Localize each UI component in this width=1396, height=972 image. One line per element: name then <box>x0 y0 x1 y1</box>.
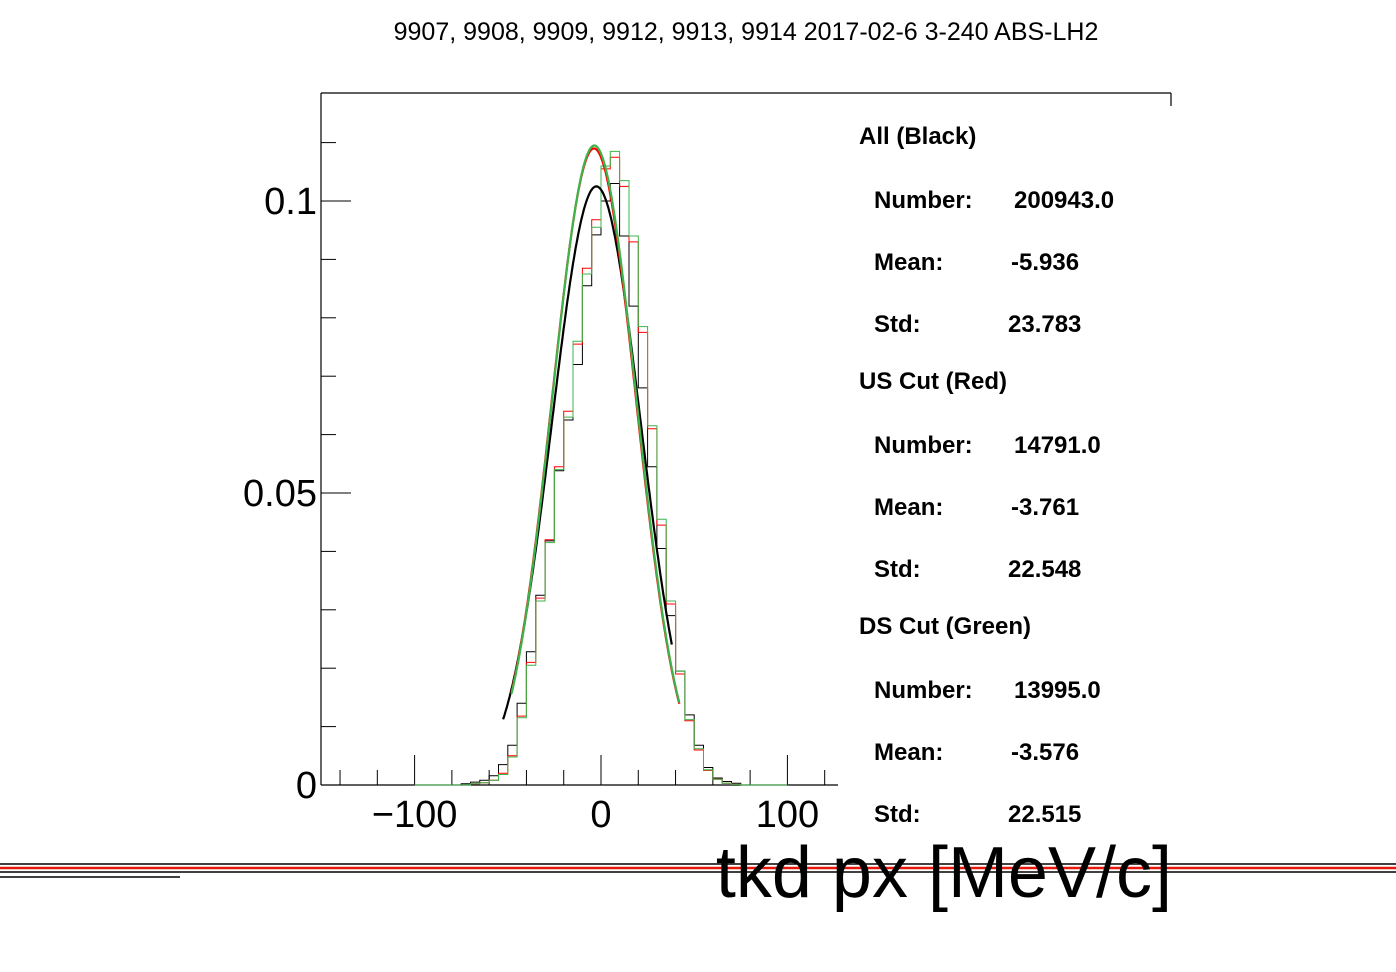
x-tick-label: −100 <box>372 794 458 836</box>
histograms <box>414 150 788 786</box>
decorative-baseline-lines <box>0 863 1396 878</box>
chart-title: 9907, 9908, 9909, 9912, 9913, 9914 2017-… <box>394 18 1099 46</box>
stats-key: Std: <box>874 556 921 583</box>
x-tick-label: 100 <box>756 794 819 836</box>
stats-key: Mean: <box>874 739 943 766</box>
stats-key: Mean: <box>874 494 943 521</box>
stats-key: Mean: <box>874 249 943 276</box>
stats-value: 200943.0 <box>1014 187 1114 214</box>
stats-box-background <box>838 110 1171 835</box>
stats-value: 14791.0 <box>1014 432 1101 459</box>
y-tick-label: 0 <box>296 765 317 807</box>
x-axis-label: tkd px [MeV/c] <box>716 833 1172 913</box>
stats-group-header: DS Cut (Green) <box>859 613 1031 640</box>
histogram-all-black <box>414 183 788 786</box>
y-tick-label: 0.1 <box>264 181 317 223</box>
stats-key: Std: <box>874 801 921 828</box>
stats-value: 22.548 <box>1008 556 1081 583</box>
stats-value: 22.515 <box>1008 801 1081 828</box>
stats-key: Number: <box>874 432 973 459</box>
histogram-us-cut-red <box>414 156 788 786</box>
stats-value: -5.936 <box>1011 249 1079 276</box>
gaussian-fits <box>502 144 681 720</box>
stats-group-header: US Cut (Red) <box>859 368 1007 395</box>
stats-key: Std: <box>874 311 921 338</box>
stats-group-header: All (Black) <box>859 123 976 150</box>
stats-value: 23.783 <box>1008 311 1081 338</box>
stats-value: 13995.0 <box>1014 677 1101 704</box>
fit-ds-cut-green <box>510 144 681 703</box>
y-tick-label: 0.05 <box>243 473 317 515</box>
fit-all-black <box>502 185 673 720</box>
x-axis: −100 0 100 <box>339 755 826 836</box>
stats-key: Number: <box>874 187 973 214</box>
stats-value: -3.576 <box>1011 739 1079 766</box>
stats-box: All (Black) Number: 200943.0 Mean: -5.936 Std… <box>859 123 1114 828</box>
x-tick-label: 0 <box>590 794 611 836</box>
stats-value: -3.761 <box>1011 494 1079 521</box>
histogram-ds-cut-green <box>414 150 788 786</box>
stats-key: Number: <box>874 677 973 704</box>
y-axis: 0 0.05 0.1 <box>243 142 351 807</box>
